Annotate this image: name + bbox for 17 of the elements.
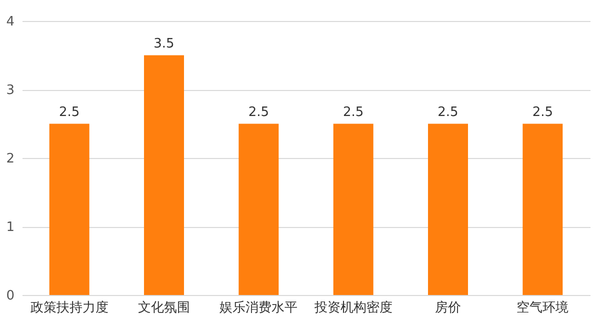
data-label: 2.5 bbox=[342, 104, 364, 120]
x-tick-label: 文化氛围 bbox=[138, 300, 190, 316]
data-label: 2.5 bbox=[248, 104, 270, 120]
data-label: 2.5 bbox=[58, 104, 80, 120]
y-tick-label: 4 bbox=[6, 14, 14, 30]
data-label: 3.5 bbox=[154, 36, 174, 52]
y-tick-label: 2 bbox=[6, 152, 14, 166]
x-tick-label: 娱乐消费水平 bbox=[220, 300, 298, 316]
y-tick-label: 0 bbox=[6, 288, 14, 304]
x-tick-label: 政策扶持力度 bbox=[30, 300, 108, 316]
data-label: 2.5 bbox=[438, 104, 458, 120]
y-tick-label: 3 bbox=[6, 83, 14, 98]
x-tick-label: 空气环境 bbox=[516, 300, 569, 316]
y-tick-label: 1 bbox=[6, 220, 14, 235]
data-label: 2.5 bbox=[532, 104, 554, 120]
x-tick-label: 投资机构密度 bbox=[313, 300, 392, 316]
x-tick-label: 房价 bbox=[435, 300, 461, 316]
